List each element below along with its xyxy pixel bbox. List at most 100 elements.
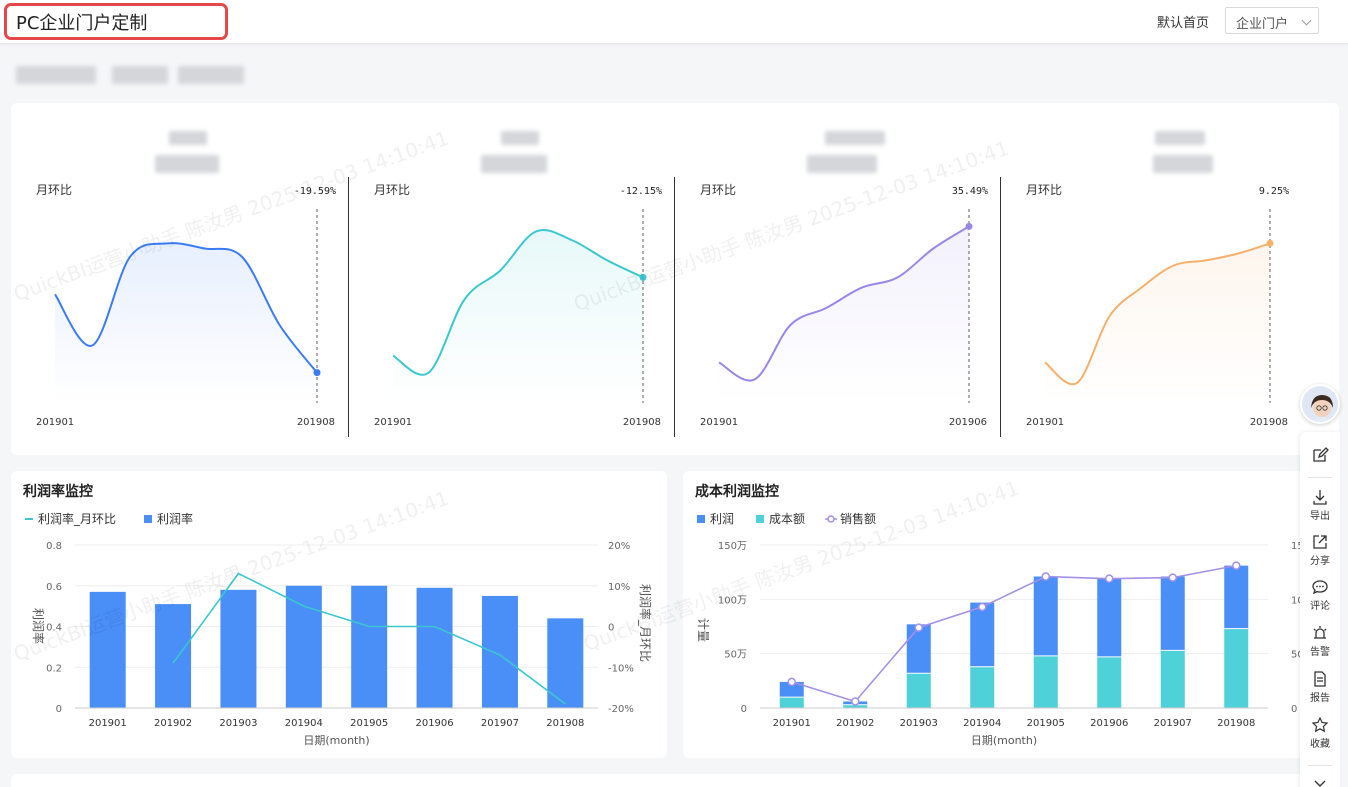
next-card bbox=[11, 774, 1339, 787]
sparkline-line bbox=[1044, 242, 1271, 386]
cost-profit-chart: 利润成本额销售额150万100万50万0150万100万50万0计量201901… bbox=[696, 511, 1320, 747]
page-title: PC企业门户定制 bbox=[16, 13, 148, 34]
export-button[interactable]: 导出 bbox=[1300, 488, 1340, 522]
x-start-label: 201901 bbox=[36, 417, 74, 428]
profit-bar bbox=[1160, 576, 1185, 651]
mom-value: 35.49% bbox=[952, 186, 988, 197]
y-right-tick: -10% bbox=[608, 663, 634, 674]
kpi-panel-1: 月环比 -19.59% 201901 201908 bbox=[11, 103, 348, 455]
kpi-sparkline-4: 月环比 9.25% 201901 201908 bbox=[1026, 183, 1289, 428]
x-end-label: 201908 bbox=[297, 417, 335, 428]
portal-select-value: 企业门户 bbox=[1236, 17, 1289, 32]
x-tick-label: 201904 bbox=[285, 718, 323, 729]
y-left-tick: 0.4 bbox=[46, 623, 62, 634]
sales-point bbox=[1041, 572, 1050, 581]
sales-point bbox=[1232, 561, 1241, 570]
kpi-divider bbox=[348, 177, 349, 437]
kpi-panel-4: 月环比 9.25% 201901 201908 bbox=[1001, 103, 1301, 455]
x-tick-label: 201905 bbox=[1027, 718, 1065, 729]
mom-label: 月环比 bbox=[700, 183, 736, 197]
y-right-tick: 0 bbox=[1291, 704, 1297, 715]
share-button[interactable]: 分享 bbox=[1300, 533, 1340, 567]
chevron-down-icon bbox=[1314, 780, 1326, 787]
y-right-tick: 0 bbox=[608, 623, 614, 634]
sparkline-line bbox=[54, 242, 318, 374]
comment-label: 评论 bbox=[1310, 601, 1330, 612]
sparkline-end-dot bbox=[965, 222, 973, 230]
x-end-label: 201908 bbox=[1250, 417, 1288, 428]
legend-label: 成本额 bbox=[769, 512, 805, 526]
y-left-tick: 50万 bbox=[724, 650, 747, 661]
profit-rate-bar bbox=[285, 585, 322, 708]
mom-value: -19.59% bbox=[294, 186, 336, 197]
profit-rate-bar bbox=[155, 604, 192, 708]
share-icon bbox=[1313, 535, 1327, 549]
y-right-tick: 10% bbox=[608, 582, 630, 593]
x-tick-label: 201907 bbox=[1154, 718, 1192, 729]
x-tick-label: 201908 bbox=[1217, 718, 1255, 729]
profit-bar bbox=[1097, 578, 1122, 657]
comment-button[interactable]: 评论 bbox=[1300, 578, 1340, 612]
mom-label: 月环比 bbox=[374, 183, 410, 197]
alert-button[interactable]: 告警 bbox=[1300, 624, 1340, 658]
x-end-label: 201906 bbox=[949, 417, 987, 428]
default-home-label[interactable]: 默认首页 bbox=[1157, 16, 1210, 31]
favorite-button[interactable]: 收藏 bbox=[1300, 716, 1340, 750]
cost-bar bbox=[843, 704, 868, 708]
legend-label: 利润率_月环比 bbox=[38, 511, 116, 526]
x-start-label: 201901 bbox=[374, 417, 412, 428]
export-label: 导出 bbox=[1310, 511, 1330, 522]
x-tick-label: 201904 bbox=[963, 718, 1001, 729]
cost-bar bbox=[906, 673, 931, 708]
x-tick-label: 201902 bbox=[836, 718, 874, 729]
kpi-divider bbox=[674, 177, 675, 437]
sparkline-end-dot bbox=[313, 369, 321, 377]
cost-bar bbox=[1033, 655, 1058, 708]
cost-bar bbox=[1224, 628, 1249, 708]
sales-point bbox=[787, 677, 796, 687]
profit-rate-bar bbox=[89, 591, 126, 708]
x-tick-label: 201908 bbox=[546, 718, 584, 729]
legend-bar-swatch bbox=[144, 515, 152, 523]
report-icon bbox=[1314, 671, 1326, 687]
sales-point bbox=[1105, 574, 1114, 583]
x-end-label: 201908 bbox=[623, 417, 661, 428]
y-left-tick: 150万 bbox=[718, 541, 747, 552]
share-label: 分享 bbox=[1310, 556, 1330, 567]
comment-icon bbox=[1312, 580, 1328, 595]
collapse-button[interactable] bbox=[1300, 775, 1340, 787]
profit-rate-bar bbox=[481, 595, 518, 708]
sparkline-area bbox=[719, 226, 969, 403]
profit-rate-card: 利润率监控 利润率_月环比 利润率 0.8 0.6 0.4 0.2 0 20% 10% 0 -10%… bbox=[11, 471, 667, 758]
report-button[interactable]: 报告 bbox=[1300, 670, 1340, 704]
profit-rate-title: 利润率监控 bbox=[23, 484, 93, 500]
report-label: 报告 bbox=[1310, 693, 1330, 704]
x-tick-label: 201901 bbox=[89, 718, 127, 729]
x-tick-label: 201906 bbox=[415, 718, 453, 729]
title-highlight-box bbox=[4, 3, 228, 40]
kpi-sparkline-2: 月环比 -12.15% 201901 201908 bbox=[374, 183, 662, 428]
x-start-label: 201901 bbox=[1026, 417, 1064, 428]
sparkline-area bbox=[55, 243, 317, 403]
profit-rate-bar bbox=[547, 618, 584, 708]
profit-bar bbox=[906, 624, 931, 674]
edit-button[interactable] bbox=[1300, 446, 1340, 464]
profit-rate-bar bbox=[220, 589, 257, 708]
y-right-tick: -20% bbox=[608, 704, 634, 715]
cost-bar bbox=[1160, 650, 1185, 708]
edit-icon bbox=[1313, 447, 1329, 462]
cost-bar bbox=[1097, 656, 1122, 708]
x-tick-label: 201907 bbox=[481, 718, 519, 729]
star-icon bbox=[1311, 716, 1329, 733]
x-tick-label: 201905 bbox=[350, 718, 388, 729]
y-left-tick: 0.2 bbox=[46, 663, 62, 674]
cost-bar bbox=[970, 666, 995, 708]
top-bar: PC企业门户定制 默认首页 企业门户 bbox=[0, 0, 1348, 44]
chevron-down-icon bbox=[1301, 15, 1312, 26]
x-axis-label: 日期(month) bbox=[971, 734, 1037, 747]
portal-select[interactable]: 企业门户 bbox=[1225, 7, 1319, 34]
assistant-avatar[interactable] bbox=[1300, 384, 1340, 424]
y-left-tick: 0 bbox=[741, 704, 747, 715]
mom-value: -12.15% bbox=[620, 186, 662, 197]
profit-rate-bar bbox=[351, 585, 388, 708]
